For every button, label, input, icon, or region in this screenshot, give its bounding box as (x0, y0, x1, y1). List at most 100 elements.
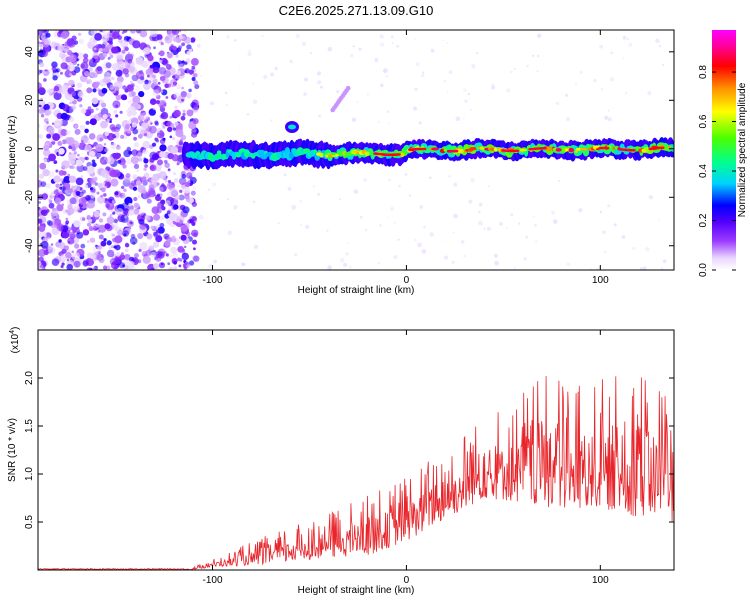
noise-blob (71, 250, 74, 254)
noise-blob (102, 78, 107, 83)
spec-ytick-label: -40 (24, 238, 35, 253)
noise-blob (48, 170, 55, 178)
noise-blob (124, 243, 130, 248)
noise-blob (141, 111, 147, 116)
noise-blob (156, 34, 163, 41)
faint-dot (599, 211, 603, 214)
noise-blob (128, 209, 135, 216)
noise-blob (138, 210, 145, 216)
noise-blob (97, 245, 102, 251)
noise-blob (38, 30, 43, 36)
noise-blob (94, 86, 98, 89)
noise-blob (38, 82, 42, 90)
noise-blob (153, 231, 158, 237)
noise-blob (48, 88, 54, 94)
faint-dot (393, 254, 398, 260)
noise-blob (144, 79, 149, 85)
noise-blob (120, 134, 125, 139)
faint-dot (579, 71, 583, 74)
faint-dot (252, 82, 254, 85)
noise-blob (139, 242, 148, 251)
noise-blob (55, 183, 60, 188)
noise-blob (157, 201, 165, 209)
noise-blob (73, 260, 81, 268)
noise-blob (47, 109, 53, 115)
faint-dot (505, 226, 508, 229)
faint-dot (642, 266, 647, 270)
noise-blob (133, 208, 140, 215)
noise-blob (168, 181, 176, 189)
faint-dot (647, 91, 652, 96)
faint-dot (648, 195, 654, 200)
band-core (561, 147, 566, 153)
snr-xtick-label: -100 (203, 575, 223, 586)
noise-blob (183, 186, 191, 194)
noise-blob (88, 67, 93, 72)
noise-blob (173, 172, 177, 176)
noise-blob (191, 77, 196, 81)
noise-blob (99, 30, 103, 33)
noise-blob (38, 108, 45, 114)
noise-blob (38, 249, 46, 257)
noise-blob (96, 65, 103, 72)
noise-blob (75, 205, 80, 210)
noise-blob (40, 114, 45, 118)
faint-dot (415, 62, 420, 67)
noise-blob (114, 242, 118, 246)
noise-blob (92, 267, 96, 270)
noise-blob (117, 159, 122, 164)
colorbar-tick-label: 0.4 (698, 164, 709, 178)
noise-blob (89, 118, 97, 126)
noise-blob (87, 240, 90, 243)
noise-blob (169, 187, 178, 196)
noise-blob (193, 104, 199, 110)
noise-blob (80, 135, 89, 144)
noise-blob (56, 204, 64, 212)
noise-blob (67, 63, 76, 72)
noise-blob (128, 99, 133, 104)
noise-blob (121, 49, 126, 54)
noise-blob (73, 151, 77, 155)
snr-ytick-label: 0.5 (24, 515, 35, 529)
noise-blob (180, 115, 186, 121)
noise-blob (106, 156, 115, 165)
faint-dot (564, 93, 569, 97)
noise-blob (113, 152, 121, 160)
noise-blob (164, 120, 168, 124)
noise-blob (132, 40, 141, 49)
noise-blob (88, 133, 96, 140)
noise-blob (82, 166, 88, 172)
noise-blob (46, 220, 53, 226)
noise-blob (95, 143, 104, 152)
noise-blob (121, 193, 128, 199)
band-core (456, 148, 465, 154)
faint-dot (603, 250, 607, 254)
noise-blob (146, 179, 149, 182)
noise-blob (58, 239, 62, 243)
noise-blob (53, 85, 60, 92)
faint-dot (593, 79, 597, 83)
noise-blob (121, 31, 125, 35)
noise-blob (104, 198, 108, 202)
noise-blob (130, 180, 137, 186)
noise-blob (115, 104, 119, 108)
faint-dot (463, 255, 466, 258)
noise-blob (111, 46, 119, 54)
noise-blob (86, 252, 93, 259)
noise-blob (88, 150, 96, 158)
noise-blob (109, 120, 112, 123)
noise-blob (171, 94, 177, 100)
faint-dot (566, 262, 571, 267)
noise-blob (97, 250, 101, 254)
noise-blob (109, 54, 114, 59)
noise-blob (153, 213, 161, 221)
faint-dot (471, 64, 476, 69)
faint-dot (213, 259, 218, 264)
noise-blob (113, 245, 117, 249)
faint-dot (551, 210, 556, 215)
noise-blob (105, 176, 112, 182)
faint-dot (621, 235, 626, 239)
noise-blob (153, 79, 159, 85)
noise-blob (105, 265, 111, 270)
faint-dot (398, 184, 401, 188)
